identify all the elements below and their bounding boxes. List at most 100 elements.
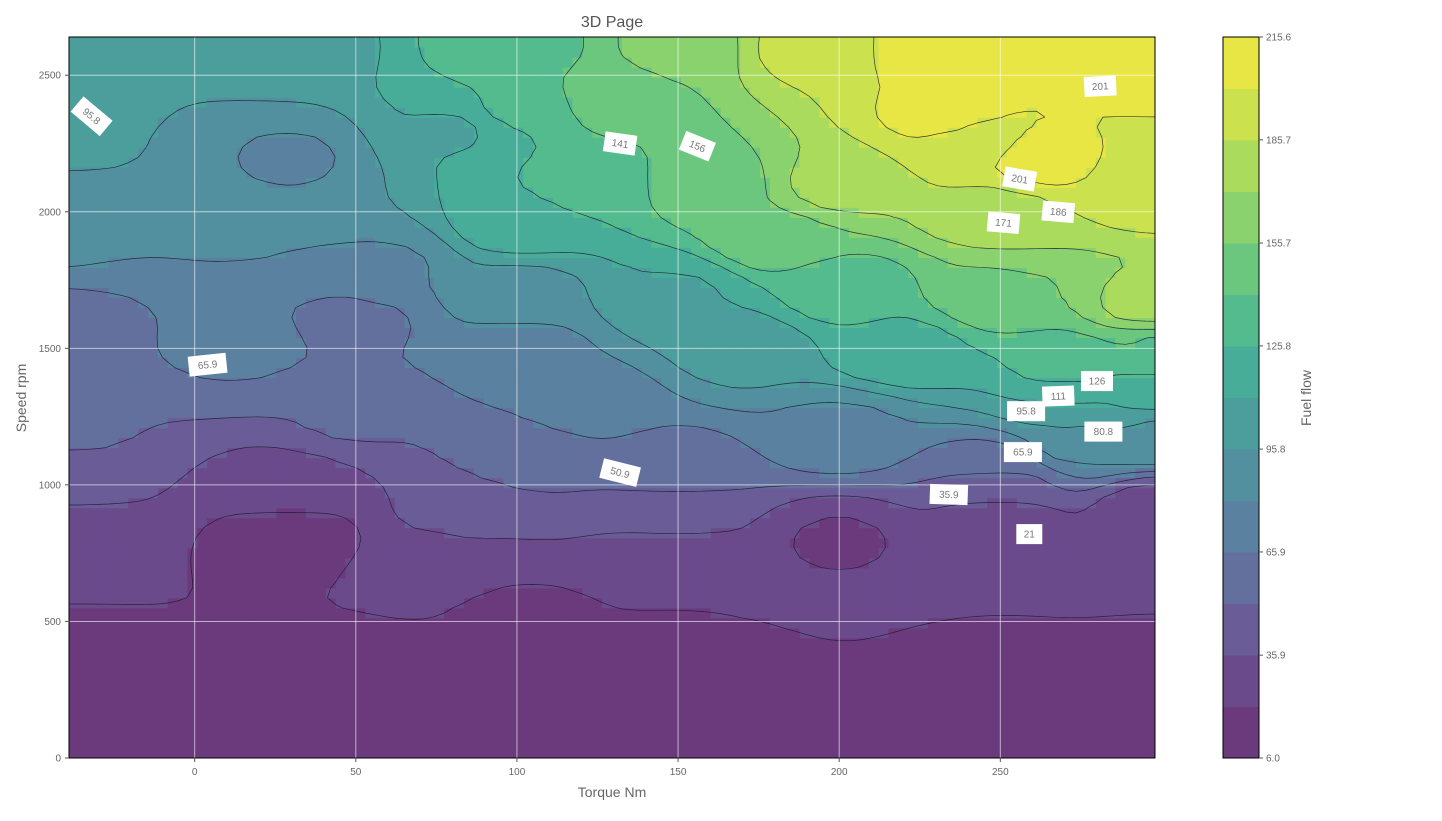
contour-cell: [582, 307, 593, 318]
contour-cell: [562, 457, 574, 469]
contour-cell: [523, 677, 534, 689]
contour-cell: [957, 407, 969, 419]
contour-cell: [700, 647, 712, 659]
contour-cell: [1085, 437, 1097, 449]
contour-cell: [88, 297, 100, 308]
contour-cell: [947, 317, 959, 328]
contour-cell: [1036, 467, 1047, 479]
contour-cell: [98, 457, 110, 469]
contour-cell: [720, 447, 732, 459]
contour-cell: [177, 437, 189, 449]
contour-cell: [957, 607, 969, 619]
contour-cell: [394, 607, 406, 619]
contour-cell: [769, 727, 781, 739]
contour-cell: [325, 497, 337, 509]
contour-cell: [1105, 577, 1117, 589]
contour-cell: [1095, 447, 1107, 459]
contour-cell: [138, 617, 149, 629]
contour-cell: [720, 367, 732, 379]
contour-cell: [454, 597, 465, 609]
contour-cell: [918, 457, 929, 469]
contour-cell: [957, 427, 969, 439]
contour-cell: [1105, 407, 1117, 419]
contour-cell: [769, 517, 781, 529]
contour-cell: [424, 627, 435, 639]
contour-cell: [681, 427, 692, 439]
contour-cell: [424, 567, 435, 579]
contour-cell: [138, 667, 149, 679]
contour-cell: [957, 617, 969, 629]
contour-cell: [987, 737, 998, 749]
contour-cell: [1026, 467, 1038, 479]
contour-cell: [947, 387, 959, 399]
contour-cell: [947, 557, 959, 569]
contour-cell: [256, 727, 268, 739]
contour-cell: [147, 747, 159, 758]
contour-cell: [878, 377, 890, 389]
contour-cell: [533, 747, 544, 758]
contour-cell: [1016, 647, 1028, 659]
contour-cell: [592, 647, 603, 659]
contour-cell: [690, 687, 702, 699]
contour-cell: [967, 487, 978, 499]
contour-cell: [977, 417, 988, 429]
contour-cell: [720, 507, 732, 519]
contour-cell: [108, 597, 119, 609]
contour-cell: [750, 327, 761, 339]
contour-cell: [868, 727, 880, 739]
contour-cell: [305, 517, 317, 529]
contour-cell: [513, 557, 524, 569]
contour-cell: [1076, 557, 1087, 569]
contour-cell: [602, 407, 613, 419]
contour-cell: [720, 307, 732, 318]
contour-cell: [1085, 467, 1097, 479]
contour-cell: [582, 397, 593, 409]
contour-cell: [1076, 537, 1087, 549]
contour-cell: [592, 387, 603, 399]
contour-cell: [394, 407, 406, 419]
contour-cell: [88, 537, 100, 549]
contour-cell: [848, 657, 860, 669]
contour-cell: [157, 587, 169, 599]
contour-cell: [769, 617, 781, 629]
contour-cell: [552, 727, 564, 739]
contour-cell: [1115, 537, 1126, 549]
contour-cell: [671, 697, 682, 709]
contour-cell: [651, 317, 662, 328]
contour-cell: [908, 397, 919, 409]
contour-cell: [236, 657, 248, 669]
contour-cell: [523, 537, 534, 549]
contour-cell: [681, 687, 692, 699]
contour-cell: [957, 477, 969, 489]
contour-cell: [197, 447, 208, 459]
contour-cell: [888, 627, 899, 639]
contour-cell: [246, 597, 258, 609]
contour-cell: [779, 477, 791, 489]
contour-cell: [799, 437, 811, 449]
contour-cell: [710, 747, 722, 758]
contour-cell: [1056, 347, 1067, 359]
contour-cell: [454, 687, 465, 699]
contour-cell: [947, 467, 959, 479]
contour-cell: [789, 317, 801, 328]
contour-cell: [246, 467, 258, 479]
contour-cell: [700, 557, 712, 569]
contour-cell: [1105, 687, 1117, 699]
contour-cell: [829, 597, 840, 609]
contour-cell: [256, 357, 268, 369]
contour-cell: [1115, 657, 1126, 669]
contour-cell: [473, 367, 485, 379]
contour-cell: [108, 537, 119, 549]
contour-cell: [138, 527, 149, 539]
contour-cell: [266, 557, 277, 569]
contour-cell: [493, 667, 504, 679]
contour-cell: [256, 327, 268, 339]
contour-cell: [147, 657, 159, 669]
contour-cell: [1036, 597, 1047, 609]
contour-cell: [355, 627, 366, 639]
contour-cell: [315, 627, 327, 639]
contour-cell: [197, 727, 208, 739]
contour-cell: [523, 697, 534, 709]
contour-cell: [434, 697, 445, 709]
contour-cell: [266, 407, 277, 419]
